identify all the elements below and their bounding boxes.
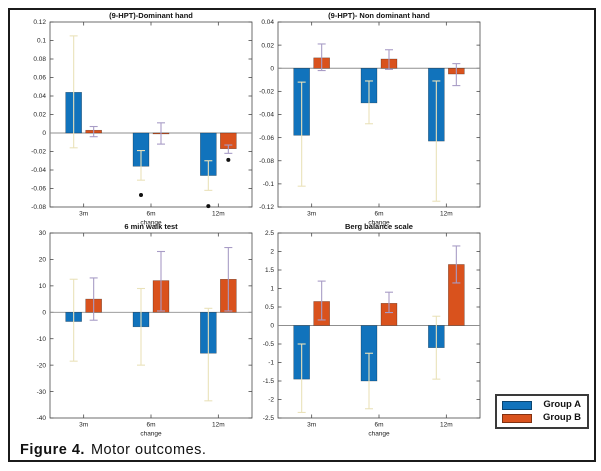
svg-text:12m: 12m <box>440 422 453 429</box>
svg-text:3m: 3m <box>307 211 316 218</box>
svg-text:2: 2 <box>270 249 274 256</box>
svg-text:0.04: 0.04 <box>33 93 46 100</box>
chart-svg-berg-balance-scale: -2.5 -2 -1.5 -1 -0.5 0 0.5 1 1.5 2 2.5 3m 6m 12m chang… <box>263 222 481 438</box>
svg-text:12m: 12m <box>440 211 453 218</box>
chart-berg-balance-scale: -2.5 -2 -1.5 -1 -0.5 0 0.5 1 1.5 2 2.5 3m 6m 12m chang… <box>240 221 512 443</box>
legend-item-group-b: Group B <box>502 413 581 423</box>
svg-text:-0.04: -0.04 <box>31 167 46 174</box>
chart-svg-9hpt-non-dominant-hand: -0.12 -0.1 -0.08 -0.06 -0.04 -0.02 0 0.02 0.04 3m… <box>259 11 481 227</box>
svg-text:0.04: 0.04 <box>261 19 274 26</box>
svg-text:-40: -40 <box>37 415 47 422</box>
svg-text:12m: 12m <box>212 211 225 218</box>
svg-text:change: change <box>140 431 162 438</box>
svg-text:-0.1: -0.1 <box>263 181 275 188</box>
svg-text:-20: -20 <box>37 362 47 369</box>
svg-text:(9-HPT)- Non dominant hand: (9-HPT)- Non dominant hand <box>328 11 430 20</box>
svg-text:-30: -30 <box>37 389 47 396</box>
svg-text:-0.02: -0.02 <box>259 89 274 96</box>
svg-text:10: 10 <box>39 283 47 290</box>
svg-text:-0.08: -0.08 <box>259 158 274 165</box>
legend: Group A Group B <box>495 394 589 429</box>
chart-9hpt-dominant-hand: -0.08 -0.06 -0.04 -0.02 0 0.02 0.04 0.06 0.08 0.1… <box>12 10 284 232</box>
svg-text:0.1: 0.1 <box>37 38 46 45</box>
figure-caption-number: Figure 4. <box>20 442 85 458</box>
svg-text:-0.5: -0.5 <box>263 341 275 348</box>
svg-text:20: 20 <box>39 257 47 264</box>
svg-text:3m: 3m <box>79 422 88 429</box>
svg-text:0.5: 0.5 <box>265 304 274 311</box>
svg-text:0.12: 0.12 <box>33 19 46 26</box>
figure-caption: Figure 4. Motor outcomes. <box>20 442 206 458</box>
figure-caption-text: Motor outcomes. <box>90 442 207 458</box>
svg-text:change: change <box>368 431 390 438</box>
svg-text:change: change <box>140 220 162 227</box>
svg-text:-0.02: -0.02 <box>31 149 46 156</box>
svg-text:0: 0 <box>42 130 46 137</box>
svg-text:(9-HPT)-Dominant hand: (9-HPT)-Dominant hand <box>109 11 193 20</box>
legend-item-group-a: Group A <box>502 400 581 410</box>
svg-text:1.5: 1.5 <box>265 267 274 274</box>
svg-text:2.5: 2.5 <box>265 230 274 237</box>
svg-text:Berg balance scale: Berg balance scale <box>345 222 413 231</box>
svg-text:6m: 6m <box>146 211 155 218</box>
svg-text:0.02: 0.02 <box>261 42 274 49</box>
svg-text:-0.06: -0.06 <box>31 186 46 193</box>
svg-text:0: 0 <box>42 309 46 316</box>
svg-text:0: 0 <box>270 65 274 72</box>
svg-text:0.02: 0.02 <box>33 112 46 119</box>
svg-text:-0.04: -0.04 <box>259 112 274 119</box>
svg-text:30: 30 <box>39 230 47 237</box>
legend-swatch-group-b <box>502 413 532 423</box>
legend-swatch-group-a <box>502 400 532 410</box>
chart-svg-9hpt-dominant-hand: -0.08 -0.06 -0.04 -0.02 0 0.02 0.04 0.06 0.08 0.1… <box>31 11 253 227</box>
svg-text:6m: 6m <box>374 211 383 218</box>
svg-text:0: 0 <box>270 323 274 330</box>
svg-text:-10: -10 <box>37 336 47 343</box>
chart-6-min-walk-test: -40 -30 -20 -10 0 10 20 30 3m 6m 12m change 6 min wa… <box>12 221 284 443</box>
svg-text:-0.12: -0.12 <box>259 204 274 211</box>
svg-text:-1: -1 <box>268 360 274 367</box>
svg-text:-0.06: -0.06 <box>259 135 274 142</box>
figure-frame: -0.08 -0.06 -0.04 -0.02 0 0.02 0.04 0.06 0.08 0.1… <box>8 8 596 462</box>
svg-text:3m: 3m <box>307 422 316 429</box>
chart-9hpt-non-dominant-hand: -0.12 -0.1 -0.08 -0.06 -0.04 -0.02 0 0.02 0.04 3m… <box>240 10 512 232</box>
svg-text:-2.5: -2.5 <box>263 415 275 422</box>
svg-text:3m: 3m <box>79 211 88 218</box>
svg-text:0.08: 0.08 <box>33 56 46 63</box>
svg-text:-1.5: -1.5 <box>263 378 275 385</box>
svg-text:6m: 6m <box>374 422 383 429</box>
svg-text:6 min walk test: 6 min walk test <box>124 222 178 231</box>
svg-text:0.06: 0.06 <box>33 75 46 82</box>
legend-label-group-a: Group A <box>543 399 581 410</box>
svg-text:-0.08: -0.08 <box>31 204 46 211</box>
svg-text:-2: -2 <box>268 397 274 404</box>
svg-text:change: change <box>368 220 390 227</box>
svg-text:12m: 12m <box>212 422 225 429</box>
svg-text:6m: 6m <box>146 422 155 429</box>
legend-label-group-b: Group B <box>543 412 581 423</box>
svg-text:1: 1 <box>270 286 274 293</box>
